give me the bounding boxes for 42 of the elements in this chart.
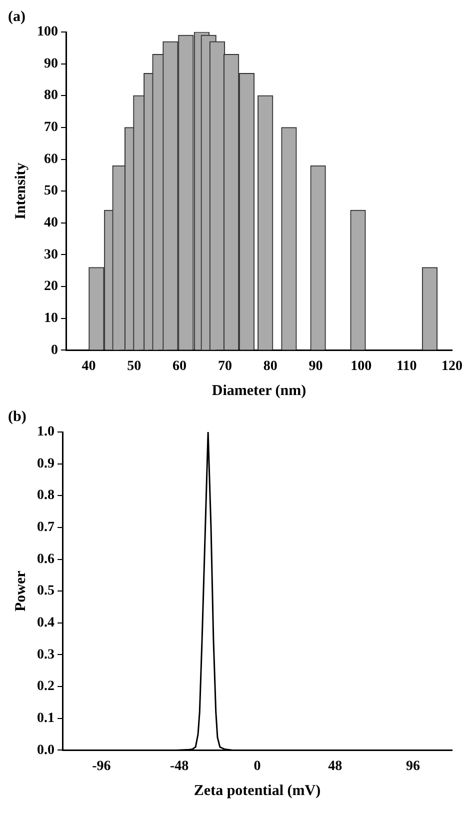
y-tick-label: 0.2	[37, 679, 54, 694]
x-tick-label: 50	[127, 359, 142, 374]
y-axis-title: Power	[12, 570, 29, 612]
x-tick-label: 60	[172, 359, 187, 374]
x-tick-label: -48	[170, 759, 189, 774]
x-tick-label: 120	[442, 359, 462, 374]
y-axis-title: Intensity	[12, 162, 29, 220]
y-tick-label: 90	[44, 56, 58, 72]
y-tick-label: 0.1	[37, 710, 54, 726]
y-tick-label: 0	[51, 342, 58, 358]
y-tick-label: 0.7	[37, 520, 54, 536]
x-tick-label: 90	[308, 359, 323, 374]
x-tick-label: -96	[92, 759, 111, 774]
y-tick-label: 0.8	[37, 488, 54, 504]
y-tick-label: 0.4	[37, 616, 54, 631]
y-tick-label: 0.6	[37, 552, 54, 567]
y-tick-label: 0.3	[37, 647, 54, 662]
y-tick-label: 70	[44, 120, 58, 136]
x-tick-label: 70	[218, 359, 232, 374]
x-tick-label: 100	[350, 359, 372, 374]
y-tick-label: 0.5	[37, 584, 54, 599]
chart-title: (a)	[8, 8, 26, 25]
x-tick-label: 48	[328, 759, 342, 774]
y-tick-label: 0.9	[37, 456, 54, 472]
x-tick-label: 80	[263, 359, 278, 374]
y-tick-label: 100	[37, 24, 58, 40]
x-tick-label: 96	[406, 759, 420, 774]
x-axis-title: Diameter (nm)	[212, 382, 306, 399]
x-tick-label: 110	[396, 359, 417, 374]
y-tick-label: 20	[44, 279, 58, 294]
y-tick-label: 1.0	[37, 424, 54, 440]
chart-title: (b)	[8, 408, 26, 425]
y-tick-label: 50	[44, 184, 58, 199]
x-tick-label: 40	[82, 359, 96, 374]
x-axis-title: Zeta potential (mV)	[194, 782, 321, 799]
y-tick-label: 60	[44, 152, 58, 167]
y-tick-label: 10	[44, 310, 58, 326]
y-tick-label: 80	[44, 88, 58, 104]
y-tick-label: 0.0	[37, 742, 54, 758]
x-tick-label: 0	[254, 759, 261, 774]
y-tick-label: 30	[44, 247, 58, 262]
y-tick-label: 40	[44, 216, 58, 231]
